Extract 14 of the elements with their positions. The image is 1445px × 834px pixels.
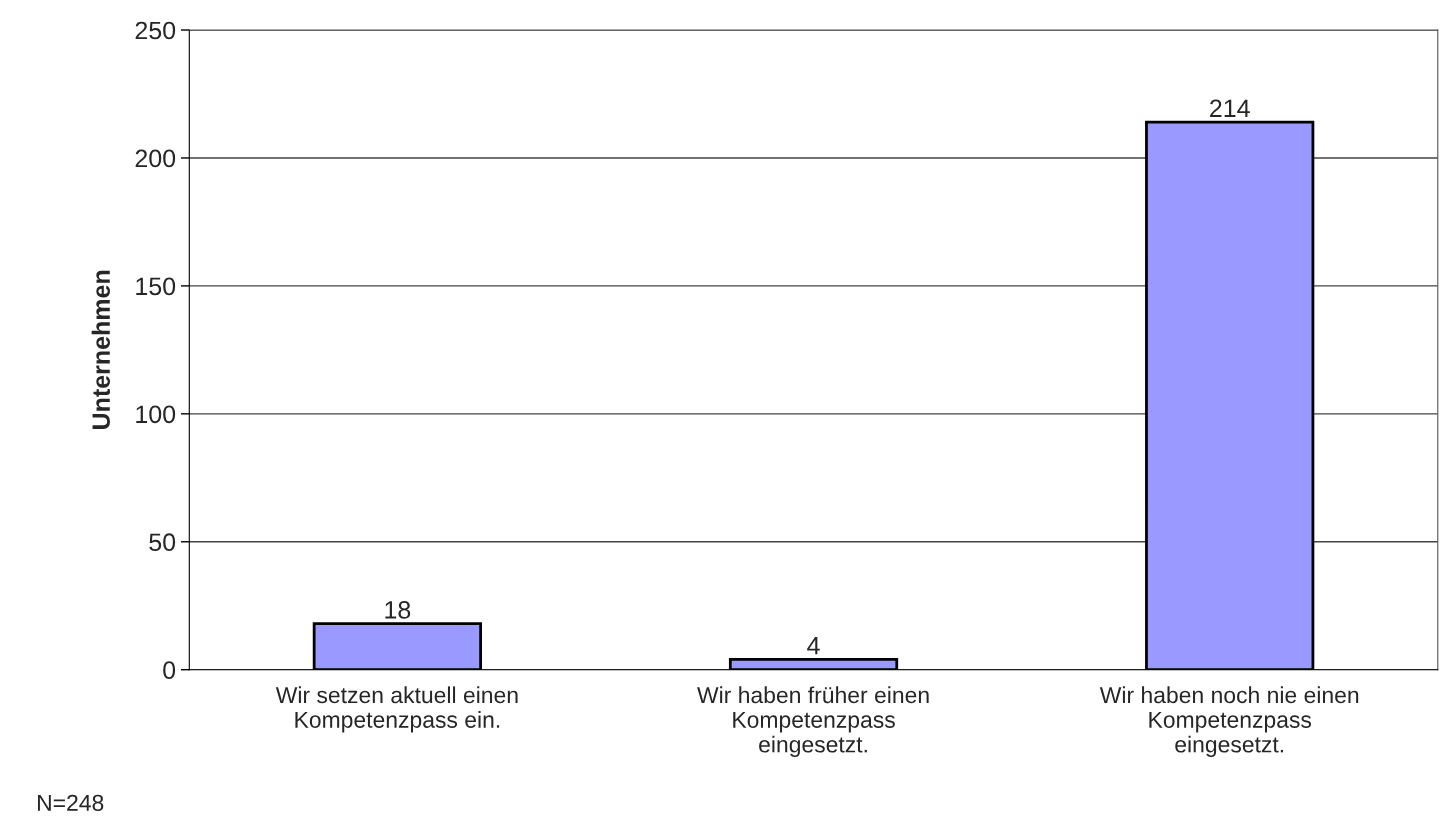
y-tick-label: 100 — [136, 405, 176, 424]
x-tick-label: Wir setzen aktuell einen Kompetenzpass ein. — [275, 686, 518, 733]
y-tick-label: 250 — [135, 21, 176, 40]
x-tick-label: Wir haben noch nie einen Kompetenzpass eingesetzt. — [1099, 686, 1359, 758]
y-tick-label: 150 — [136, 277, 176, 296]
data-label: 18 — [385, 601, 411, 619]
y-tick-label: 0 — [163, 661, 176, 680]
y-tick-label: 200 — [135, 149, 176, 168]
y-axis-title: Unternehmen — [91, 270, 111, 429]
x-tick-label: Wir haben früher einen Kompetenzpass eingesetzt. — [697, 686, 929, 758]
y-tick-label: 50 — [149, 533, 176, 552]
text: N=248 — [38, 794, 104, 811]
data-label: 214 — [1210, 99, 1250, 117]
data-label: 4 — [807, 637, 820, 655]
